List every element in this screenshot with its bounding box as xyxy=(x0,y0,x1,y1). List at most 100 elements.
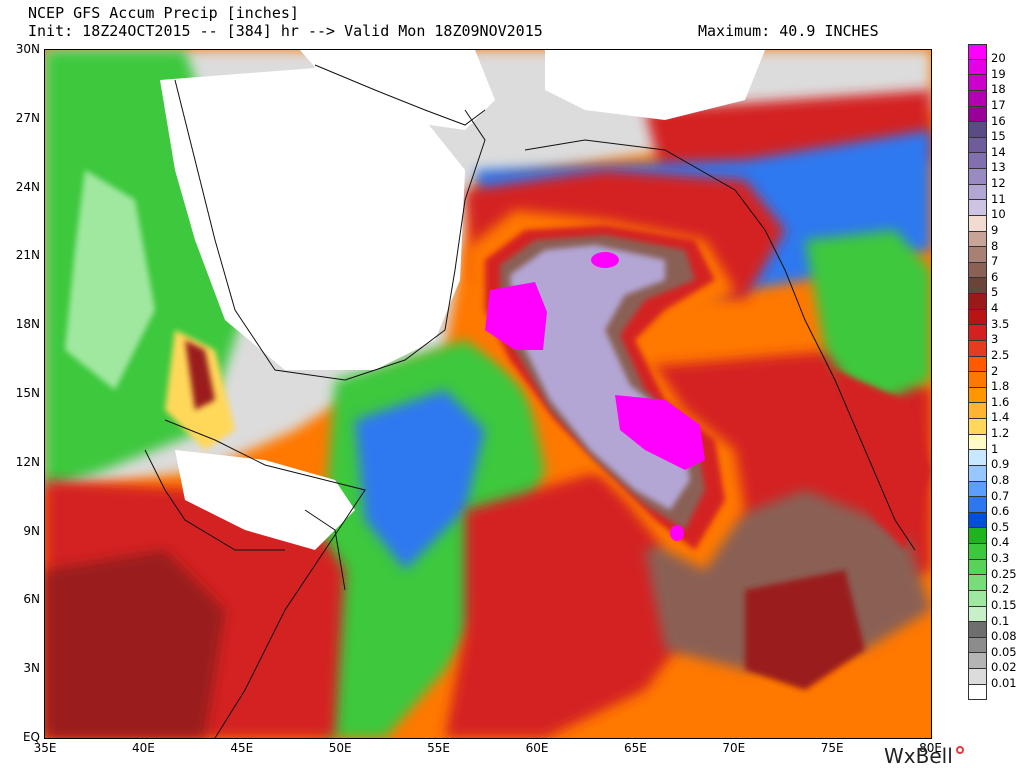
legend-label: 0.02 xyxy=(991,660,1017,675)
legend-label: 2.5 xyxy=(991,347,1010,362)
legend-swatch xyxy=(968,575,987,591)
legend-entry: 19 xyxy=(968,59,1022,80)
lat-tick-label: 3N xyxy=(23,661,40,676)
lat-tick-label: 6N xyxy=(23,592,40,607)
legend-swatch xyxy=(968,137,987,154)
legend-swatch xyxy=(968,262,987,279)
legend-label: 1.6 xyxy=(991,394,1010,409)
legend-label: 5 xyxy=(991,285,999,300)
legend-swatch xyxy=(968,309,987,326)
legend-label: 11 xyxy=(991,191,1006,206)
legend-entry: 0.1 xyxy=(968,606,1022,627)
legend-label: 1.2 xyxy=(991,426,1010,440)
legend-swatch xyxy=(968,528,987,544)
legend-entry: 7 xyxy=(968,247,1022,267)
dry-land-iran xyxy=(300,50,495,130)
legend-label: 17 xyxy=(991,97,1006,112)
legend-entry: 0.9 xyxy=(968,450,1022,470)
legend-label: 0.8 xyxy=(991,472,1010,487)
maximum-label: Maximum: 40.9 INCHES xyxy=(698,22,879,40)
lon-tick-label: 70E xyxy=(722,741,746,755)
legend-swatch xyxy=(968,184,987,201)
legend-entry: 0.05 xyxy=(968,637,1022,658)
precip-max-center xyxy=(591,252,619,268)
coastline xyxy=(174,79,486,381)
legend-entry: 4 xyxy=(968,294,1022,314)
legend-entry: 13 xyxy=(968,153,1022,173)
legend-label: 10 xyxy=(991,207,1006,222)
lon-tick-label: 50E xyxy=(328,741,352,755)
lat-tick-label: 9N xyxy=(23,523,40,538)
legend-swatch xyxy=(968,200,987,216)
legend-entry: 3 xyxy=(968,325,1022,345)
lat-tick-label: 21N xyxy=(15,248,40,263)
legend-swatch xyxy=(968,325,987,341)
lon-tick-label: 45E xyxy=(230,741,254,755)
legend-swatch xyxy=(968,465,987,482)
legend-swatch xyxy=(968,512,987,529)
lon-tick-label: 65E xyxy=(623,741,647,755)
coastline xyxy=(144,449,285,551)
precip-region xyxy=(45,550,225,738)
coastline xyxy=(304,509,346,591)
legend-swatch xyxy=(968,122,987,138)
legend-entry xyxy=(968,684,1022,701)
legend-entry: 3.5 xyxy=(968,309,1022,330)
legend-entry: 8 xyxy=(968,231,1022,252)
legend-entry: 0.08 xyxy=(968,622,1022,642)
coastline xyxy=(314,64,486,126)
legend-entry: 0.02 xyxy=(968,653,1022,673)
legend-label: 0.6 xyxy=(991,504,1010,519)
legend-entry: 0.2 xyxy=(968,575,1022,595)
lat-tick-label: 24N xyxy=(15,179,40,194)
legend-label: 18 xyxy=(991,82,1006,97)
init-valid-line: Init: 18Z24OCT2015 -- [384] hr --> Valid… xyxy=(28,22,543,40)
legend-label: 0.01 xyxy=(991,676,1017,690)
legend-entry: 9 xyxy=(968,215,1022,236)
legend-swatch xyxy=(968,356,987,373)
legend-label: 0.9 xyxy=(991,457,1010,472)
precip-region xyxy=(835,370,931,550)
precip-region xyxy=(445,470,705,738)
lon-tick-label: 35E xyxy=(33,741,57,755)
legend-label: 15 xyxy=(991,129,1006,144)
legend-label: 4 xyxy=(991,301,999,315)
logo-dot-icon xyxy=(956,746,964,754)
legend-swatch xyxy=(968,340,987,357)
precip-region xyxy=(745,570,865,690)
legend-entry: 15 xyxy=(968,122,1022,142)
legend-swatch xyxy=(968,684,987,701)
legend-swatch xyxy=(968,169,987,185)
legend-entry: 20 xyxy=(968,44,1022,64)
legend-entry: 0.4 xyxy=(968,528,1022,548)
legend-entry: 1.4 xyxy=(968,403,1022,423)
dry-land-somalia xyxy=(175,450,355,550)
legend-label: 1 xyxy=(991,441,999,456)
lat-tick-label: 27N xyxy=(15,110,40,125)
lat-tick-label: 12N xyxy=(15,454,40,469)
legend-entry: 0.6 xyxy=(968,497,1022,517)
legend-label: 0.2 xyxy=(991,582,1010,597)
legend-swatch xyxy=(968,372,987,388)
legend-label: 0.05 xyxy=(991,644,1017,659)
legend-label: 0.3 xyxy=(991,551,1010,565)
legend-label: 13 xyxy=(991,160,1006,175)
legend-entry: 5 xyxy=(968,278,1022,298)
legend-swatch xyxy=(968,434,987,451)
legend-label: 0.08 xyxy=(991,629,1017,644)
legend-entry: 0.7 xyxy=(968,481,1022,502)
lon-tick-label: 80E xyxy=(919,741,943,755)
legend-entry: 0.3 xyxy=(968,544,1022,564)
legend-swatch xyxy=(968,106,987,123)
legend-entry: 2 xyxy=(968,356,1022,377)
legend-label: 16 xyxy=(991,113,1006,128)
legend-swatch xyxy=(968,497,987,513)
lon-tick-label: 55E xyxy=(427,741,451,755)
legend-entry: 1.6 xyxy=(968,387,1022,408)
legend-swatch xyxy=(968,403,987,419)
legend-entry: 18 xyxy=(968,75,1022,95)
lon-tick-label: 40E xyxy=(131,741,155,755)
legend-label: 14 xyxy=(991,144,1006,159)
legend-label: 9 xyxy=(991,222,999,237)
legend-swatch xyxy=(968,606,987,623)
